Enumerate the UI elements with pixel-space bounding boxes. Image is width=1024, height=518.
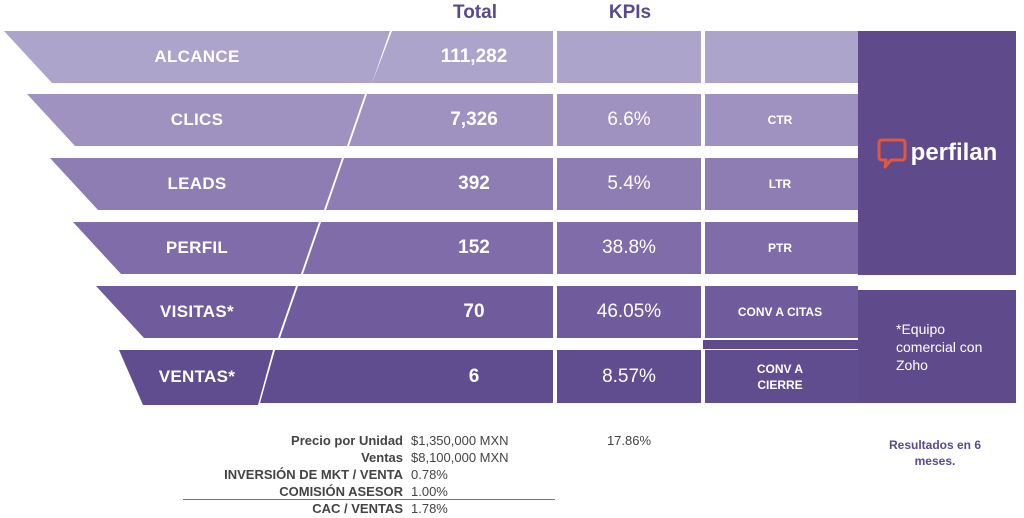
kpi-cell-leads <box>557 158 701 210</box>
results-note: Resultados en 6 meses. <box>888 438 982 468</box>
code-cell-alcance <box>705 31 858 83</box>
summary-value-inversion: 0.78% <box>411 467 448 482</box>
total-cell-visitas <box>280 286 553 338</box>
total-value-leads: 392 <box>458 173 490 194</box>
kpi-value-leads: 5.4% <box>607 173 651 194</box>
total-value-visitas: 70 <box>463 301 485 322</box>
total-cell-ventas <box>260 350 553 403</box>
summary-value-cac: 1.78% <box>411 501 448 516</box>
summary-value-comision: 1.00% <box>411 484 448 499</box>
kpi-code-perfil: PTR <box>768 241 792 255</box>
total-value-perfil: 152 <box>458 237 490 258</box>
total-cell-alcance <box>372 31 553 83</box>
total-value-clics: 7,326 <box>450 109 498 130</box>
summary-label-inversion: INVERSIÓN DE MKT / VENTA <box>224 467 403 482</box>
summary-value-ventas: $8,100,000 MXN <box>411 450 509 465</box>
funnel-stage-leads <box>50 158 342 210</box>
stage-label-leads: LEADS <box>167 174 227 193</box>
kpi-value-visitas: 46.05% <box>596 301 662 322</box>
kpi-code-clics: CTR <box>767 113 793 127</box>
kpi-value-clics: 6.6% <box>607 109 651 130</box>
kpi-code-alcance <box>735 31 825 83</box>
header-total: Total <box>453 2 497 23</box>
kpi-value-ventas: 8.57% <box>602 365 656 387</box>
header-kpis: KPIs <box>608 2 652 23</box>
code-cell-visitas <box>705 286 858 338</box>
total-cell-clics <box>349 94 553 146</box>
summary-value-price: $1,350,000 MXN <box>411 433 509 448</box>
kpi-value-alcance <box>557 31 701 83</box>
total-value-ventas: 6 <box>468 365 480 387</box>
code-cell-clics <box>705 94 858 146</box>
kpi-code-ventas: CONV A CIERRE <box>756 361 804 392</box>
kpi-cell-alcance <box>557 31 701 83</box>
total-value-alcance: 111,282 <box>440 46 508 67</box>
brand-name: perfilan <box>910 139 998 166</box>
total-cell-perfil <box>303 222 553 274</box>
summary-label-price: Precio por Unidad <box>291 433 403 448</box>
summary-label-ventas: Ventas <box>361 450 403 465</box>
funnel-stage-visitas <box>96 286 296 338</box>
kpi-cell-ventas <box>557 350 701 403</box>
kpi-cell-clics <box>557 94 701 146</box>
kpi-value-perfil: 38.8% <box>602 237 656 258</box>
total-cell-leads <box>326 158 553 210</box>
stage-label-visitas: VISITAS* <box>160 302 234 321</box>
code-cell-perfil <box>705 222 858 274</box>
note-panel: *Equipo comercial con Zoho <box>858 290 1016 403</box>
kpi-total-value: 17.86% <box>606 433 652 448</box>
funnel-stage-alcance <box>4 31 390 83</box>
perfilan-logo-panel: perfilan <box>858 31 1016 275</box>
summary-label-cac: CAC / VENTAS <box>312 501 403 516</box>
kpi-cell-visitas <box>557 286 701 338</box>
code-cell-leads <box>705 158 858 210</box>
funnel-stage-perfil <box>73 222 319 274</box>
stage-label-ventas: VENTAS* <box>158 366 236 386</box>
stage-label-clics: CLICS <box>170 110 224 129</box>
funnel-stage-ventas <box>119 350 273 405</box>
kpi-cell-perfil <box>557 222 701 274</box>
stage-label-perfil: PERFIL <box>165 238 229 257</box>
kpi-code-leads: LTR <box>768 177 792 191</box>
note-text: *Equipo comercial con Zoho <box>896 321 983 373</box>
stage-label-alcance: ALCANCE <box>154 47 240 66</box>
summary-divider <box>183 499 555 500</box>
chat-bubble-p-icon <box>877 138 907 169</box>
funnel-stage-clics <box>27 94 365 146</box>
code-cell-ventas <box>705 350 858 403</box>
kpi-code-visitas: CONV A CITAS <box>737 305 823 319</box>
summary-label-comision: COMISIÓN ASESOR <box>279 484 403 499</box>
note-connector <box>703 340 858 349</box>
